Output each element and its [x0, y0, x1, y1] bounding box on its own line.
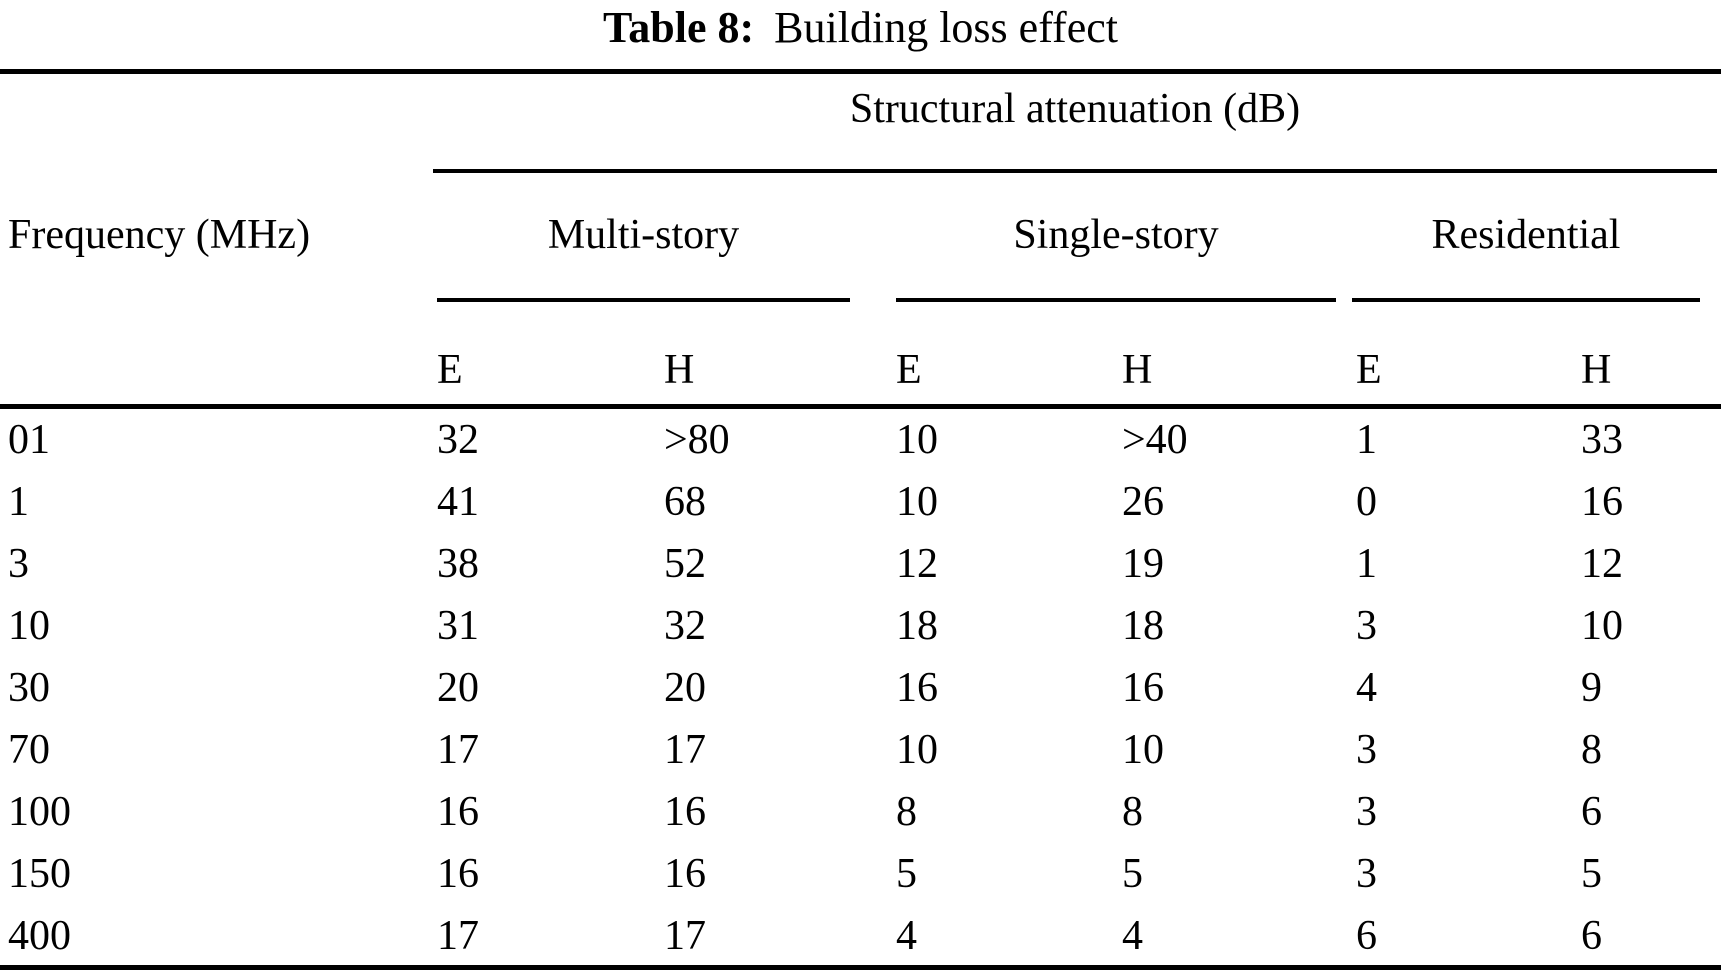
subheader-multi-e: E: [437, 347, 463, 393]
cell-multi-e: 17: [437, 727, 479, 773]
cell-residential-e: 3: [1356, 851, 1377, 897]
cell-single-h: 19: [1122, 541, 1164, 587]
cell-single-h: 4: [1122, 913, 1143, 959]
cell-multi-e: 16: [437, 851, 479, 897]
subheader-single-e: E: [896, 347, 922, 393]
subheader-residential-e: E: [1356, 347, 1382, 393]
subheader-multi-h: H: [664, 347, 695, 393]
cell-residential-h: 9: [1581, 665, 1602, 711]
cell-residential-e: 1: [1356, 417, 1377, 463]
cell-multi-e: 16: [437, 789, 479, 835]
cell-multi-h: 17: [664, 727, 706, 773]
cell-frequency: 70: [8, 727, 50, 773]
top-rule: [0, 69, 1721, 74]
subheader-residential-h: H: [1581, 347, 1612, 393]
cell-residential-h: 6: [1581, 913, 1602, 959]
cell-residential-h: 16: [1581, 479, 1623, 525]
cell-residential-h: 12: [1581, 541, 1623, 587]
cell-single-e: 10: [896, 727, 938, 773]
cell-residential-h: 10: [1581, 603, 1623, 649]
cell-multi-e: 17: [437, 913, 479, 959]
cell-multi-e: 32: [437, 417, 479, 463]
cell-multi-h: 52: [664, 541, 706, 587]
table-row: 01 32 >80 10 >40 1 33: [0, 409, 1721, 471]
cell-multi-h: 16: [664, 789, 706, 835]
cell-residential-e: 3: [1356, 789, 1377, 835]
cell-residential-e: 3: [1356, 727, 1377, 773]
frequency-column-header: Frequency (MHz): [8, 212, 311, 258]
cell-single-e: 16: [896, 665, 938, 711]
cell-multi-h: 32: [664, 603, 706, 649]
table-row: 1 41 68 10 26 0 16: [0, 471, 1721, 533]
cell-single-h: 5: [1122, 851, 1143, 897]
cell-frequency: 100: [8, 789, 71, 835]
spanner-rule: [433, 169, 1717, 173]
cell-residential-h: 8: [1581, 727, 1602, 773]
cell-multi-e: 41: [437, 479, 479, 525]
cell-multi-e: 31: [437, 603, 479, 649]
cell-single-e: 8: [896, 789, 917, 835]
cell-frequency: 400: [8, 913, 71, 959]
cell-multi-h: 20: [664, 665, 706, 711]
cell-single-e: 5: [896, 851, 917, 897]
cell-single-h: 8: [1122, 789, 1143, 835]
cell-multi-h: 16: [664, 851, 706, 897]
table-row: 3 38 52 12 19 1 12: [0, 533, 1721, 595]
cell-residential-e: 4: [1356, 665, 1377, 711]
table-row: 100 16 16 8 8 3 6: [0, 781, 1721, 843]
cell-residential-e: 1: [1356, 541, 1377, 587]
cell-single-e: 18: [896, 603, 938, 649]
cell-single-h: 10: [1122, 727, 1164, 773]
cell-residential-e: 3: [1356, 603, 1377, 649]
cell-single-e: 12: [896, 541, 938, 587]
column-group-header-single-story: Single-story: [1013, 212, 1219, 258]
cell-multi-h: 68: [664, 479, 706, 525]
cell-frequency: 01: [8, 417, 50, 463]
table-row: 150 16 16 5 5 3 5: [0, 843, 1721, 905]
cell-residential-e: 6: [1356, 913, 1377, 959]
cell-multi-e: 20: [437, 665, 479, 711]
cell-single-e: 4: [896, 913, 917, 959]
table-caption: Building loss effect: [774, 3, 1118, 52]
cell-multi-h: >80: [664, 417, 730, 463]
cell-residential-h: 33: [1581, 417, 1623, 463]
cell-single-e: 10: [896, 479, 938, 525]
table-title: Table 8: Building loss effect: [0, 0, 1721, 56]
cell-single-h: >40: [1122, 417, 1188, 463]
cell-frequency: 150: [8, 851, 71, 897]
cell-multi-h: 17: [664, 913, 706, 959]
cell-single-h: 18: [1122, 603, 1164, 649]
table-row: 70 17 17 10 10 3 8: [0, 719, 1721, 781]
table-row: 10 31 32 18 18 3 10: [0, 595, 1721, 657]
single-story-group-rule: [896, 298, 1336, 302]
cell-residential-h: 5: [1581, 851, 1602, 897]
bottom-rule: [0, 965, 1721, 970]
cell-frequency: 30: [8, 665, 50, 711]
cell-single-h: 26: [1122, 479, 1164, 525]
spanner-column-header: Structural attenuation (dB): [849, 86, 1301, 132]
cell-multi-e: 38: [437, 541, 479, 587]
cell-single-e: 10: [896, 417, 938, 463]
cell-frequency: 3: [8, 541, 29, 587]
column-group-header-multi-story: Multi-story: [547, 212, 740, 258]
column-group-header-residential: Residential: [1431, 212, 1621, 258]
cell-frequency: 1: [8, 479, 29, 525]
header-bottom-rule: [0, 404, 1721, 409]
subheader-single-h: H: [1122, 347, 1153, 393]
table-row: 400 17 17 4 4 6 6: [0, 905, 1721, 967]
cell-frequency: 10: [8, 603, 50, 649]
residential-group-rule: [1352, 298, 1700, 302]
table-number-label: Table 8:: [602, 3, 755, 52]
table-row: 30 20 20 16 16 4 9: [0, 657, 1721, 719]
cell-residential-e: 0: [1356, 479, 1377, 525]
cell-single-h: 16: [1122, 665, 1164, 711]
cell-residential-h: 6: [1581, 789, 1602, 835]
multi-story-group-rule: [437, 298, 850, 302]
